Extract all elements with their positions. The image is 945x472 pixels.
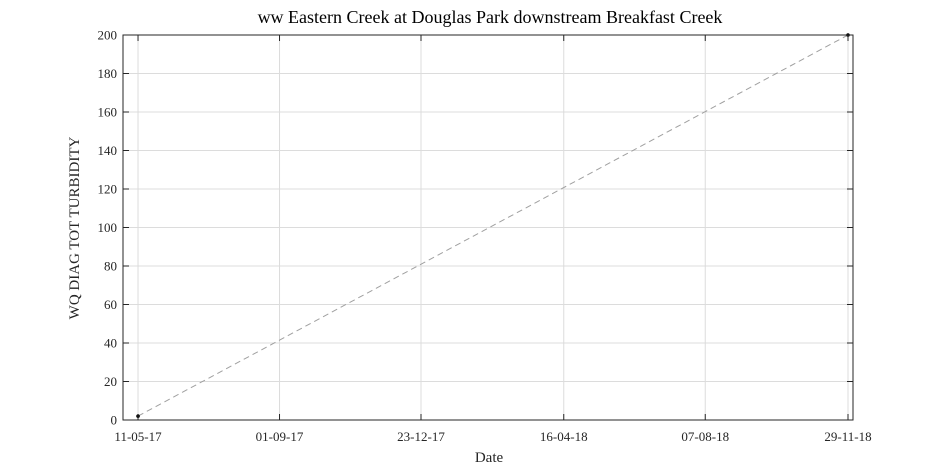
series-layer	[136, 33, 850, 418]
x-axis-label: Date	[475, 450, 504, 466]
y-tick-label: 200	[98, 28, 118, 43]
chart-title: ww Eastern Creek at Douglas Park downstr…	[258, 7, 723, 27]
y-tick-label: 160	[98, 105, 118, 120]
y-axis-label: WQ DIAG TOT TURBIDITY	[67, 137, 83, 320]
y-tick-label: 40	[104, 336, 117, 351]
y-tick-label: 0	[111, 413, 118, 428]
y-tick-label: 140	[98, 143, 118, 158]
x-tick-label: 11-05-17	[114, 429, 162, 444]
x-tick-label: 23-12-17	[397, 429, 445, 444]
ticks: 0 20 40 60 80 100 120 140 160 180 200 11-05-17 01-09…	[98, 28, 872, 445]
x-tick-label: 16-04-18	[540, 429, 588, 444]
grid	[123, 34, 853, 421]
x-tick-label: 01-09-17	[256, 429, 304, 444]
x-tick-label: 29-11-18	[824, 429, 871, 444]
y-tick-label: 60	[104, 297, 117, 312]
series-line	[137, 34, 849, 417]
x-tick-label: 07-08-18	[681, 429, 729, 444]
y-tick-label: 100	[98, 220, 118, 235]
y-tick-label: 180	[98, 66, 118, 81]
y-tick-label: 20	[104, 374, 117, 389]
y-tick-label: 120	[98, 182, 118, 197]
y-tick-label: 80	[104, 259, 117, 274]
